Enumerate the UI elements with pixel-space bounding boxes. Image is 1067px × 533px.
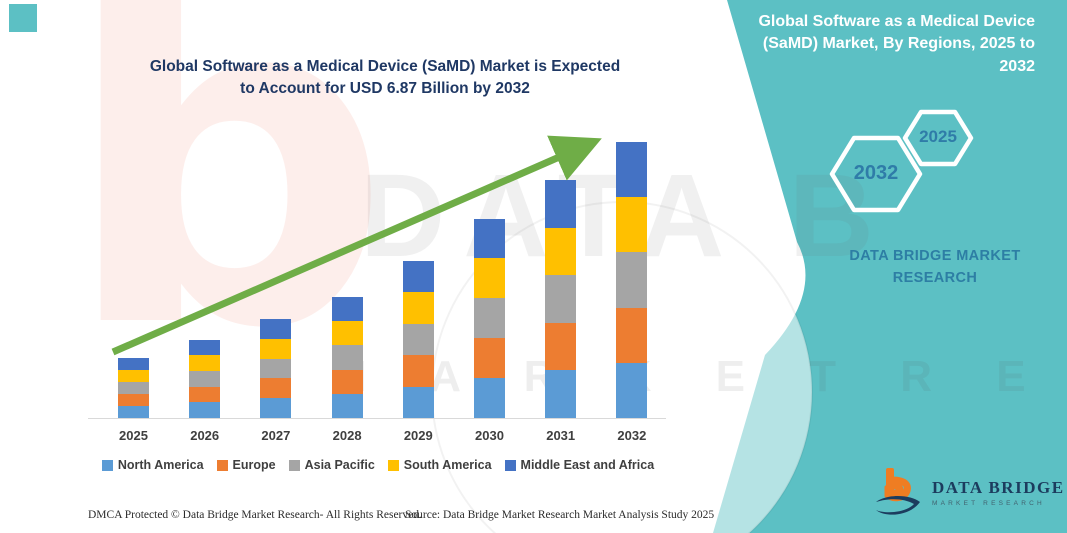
- bar-segment-2025-north-america: [118, 405, 149, 418]
- bar-segment-2032-asia-pacific: [616, 252, 648, 308]
- bar-segment-2028-europe: [331, 369, 363, 394]
- bar-segment-2026-asia-pacific: [189, 370, 221, 387]
- bar-segment-2028-north-america: [331, 393, 363, 418]
- side-panel-title: Global Software as a Medical Device (SaM…: [730, 11, 1035, 78]
- bar-segment-2032-europe: [616, 307, 648, 363]
- source-text: Source: Data Bridge Market Research Mark…: [405, 509, 715, 521]
- legend-swatch: [504, 459, 516, 471]
- x-axis-label-2026: 2026: [190, 428, 220, 443]
- x-axis-label-2030: 2030: [475, 428, 504, 443]
- x-axis-label-2027: 2027: [261, 428, 291, 443]
- bar-segment-2029-europe: [402, 355, 434, 387]
- bar-segment-2027-asia-pacific: [260, 358, 292, 379]
- bar-segment-2025-europe: [118, 393, 149, 406]
- bar-segment-2026-north-america: [189, 402, 221, 418]
- databridge-logo: DATA BRIDGE MARKET RESEARCH: [872, 466, 1065, 520]
- chart-title-line1: Global Software as a Medical Device (SaM…: [149, 58, 621, 75]
- legend-item-europe: Europe: [216, 458, 276, 472]
- bar-segment-2026-south-america: [189, 355, 221, 371]
- copyright-text: DMCA Protected © Data Bridge Market Rese…: [88, 509, 422, 521]
- databridge-logo-icon: [876, 468, 920, 515]
- bar-segment-2031-north-america: [545, 370, 577, 418]
- bar-segment-2025-middle-east-and-africa: [118, 357, 149, 370]
- bar-segment-2025-south-america: [118, 369, 149, 382]
- x-axis-label-2025: 2025: [119, 428, 148, 443]
- stacked-bar-2025: [118, 357, 149, 418]
- chart-title-line2: to Account for USD 6.87 Billion by 2032: [240, 80, 530, 98]
- legend-label: South America: [403, 458, 492, 472]
- hexagon-2025: [902, 109, 974, 167]
- legend-item-south-america: South America: [387, 458, 492, 472]
- hexagon-2032-label: 2032: [853, 162, 899, 184]
- chart-title: Global Software as a Medical Device (SaM…: [115, 56, 655, 101]
- legend-label: Asia Pacific: [304, 458, 375, 472]
- x-axis-label-2032: 2032: [617, 428, 647, 443]
- hexagon-2025-label: 2025: [919, 127, 957, 146]
- bar-segment-2027-north-america: [260, 398, 292, 418]
- brand-corner-square: [9, 4, 37, 32]
- legend-label: Middle East and Africa: [520, 458, 655, 472]
- watermark-text-market: M A R K E T R E S E A R C H: [330, 352, 1067, 401]
- bar-segment-2032-north-america: [616, 362, 648, 418]
- bar-segment-2030-north-america: [474, 378, 505, 418]
- x-axis-label-2031: 2031: [546, 428, 576, 443]
- panel-brand-text: DATA BRIDGE MARKET RESEARCH: [810, 246, 1060, 290]
- chart-legend: North America Europe Asia Pacific South Ame…: [88, 458, 668, 472]
- logo-subtext: MARKET RESEARCH: [932, 500, 1045, 508]
- side-panel-title-line2: (SaMD) Market, By Regions, 2025 to: [762, 35, 1035, 53]
- bar-segment-2029-north-america: [402, 386, 434, 418]
- panel-brand-line1: DATA BRIDGE MARKET: [849, 248, 1021, 264]
- bar-segment-2026-europe: [189, 386, 221, 403]
- hexagon-2032: [829, 135, 923, 213]
- legend-swatch: [288, 459, 300, 471]
- legend-swatch: [101, 459, 113, 471]
- bar-chart: 2025 2026 2027 2028 2029 2030 2031 2032: [88, 135, 666, 443]
- databridge-logo-text: DATA BRIDGE MARKET RESEARCH: [932, 477, 1065, 508]
- bar-segment-2027-europe: [260, 378, 292, 399]
- legend-swatch: [387, 459, 399, 471]
- legend-swatch: [216, 459, 228, 471]
- stacked-bar-2032: [616, 142, 648, 418]
- legend-item-north-america: North America: [101, 458, 204, 472]
- x-axis-label-2028: 2028: [332, 428, 362, 443]
- bar-segment-2032-south-america: [616, 197, 648, 253]
- side-panel-title-line1: Global Software as a Medical Device: [758, 13, 1035, 30]
- legend-item-asia-pacific: Asia Pacific: [288, 458, 375, 472]
- x-axis-label-2029: 2029: [403, 428, 433, 443]
- legend-label: Europe: [232, 458, 276, 472]
- logo-name: DATA BRIDGE: [932, 477, 1065, 497]
- panel-brand-line2: RESEARCH: [892, 269, 978, 286]
- legend-label: North America: [117, 458, 204, 472]
- legend-item-middle-east-and-africa: Middle East and Africa: [504, 458, 655, 472]
- bar-segment-2025-asia-pacific: [118, 381, 149, 394]
- x-axis-line: [88, 418, 666, 419]
- bar-segment-2032-middle-east-and-africa: [616, 142, 648, 198]
- side-panel-title-line3: 2032: [999, 57, 1035, 75]
